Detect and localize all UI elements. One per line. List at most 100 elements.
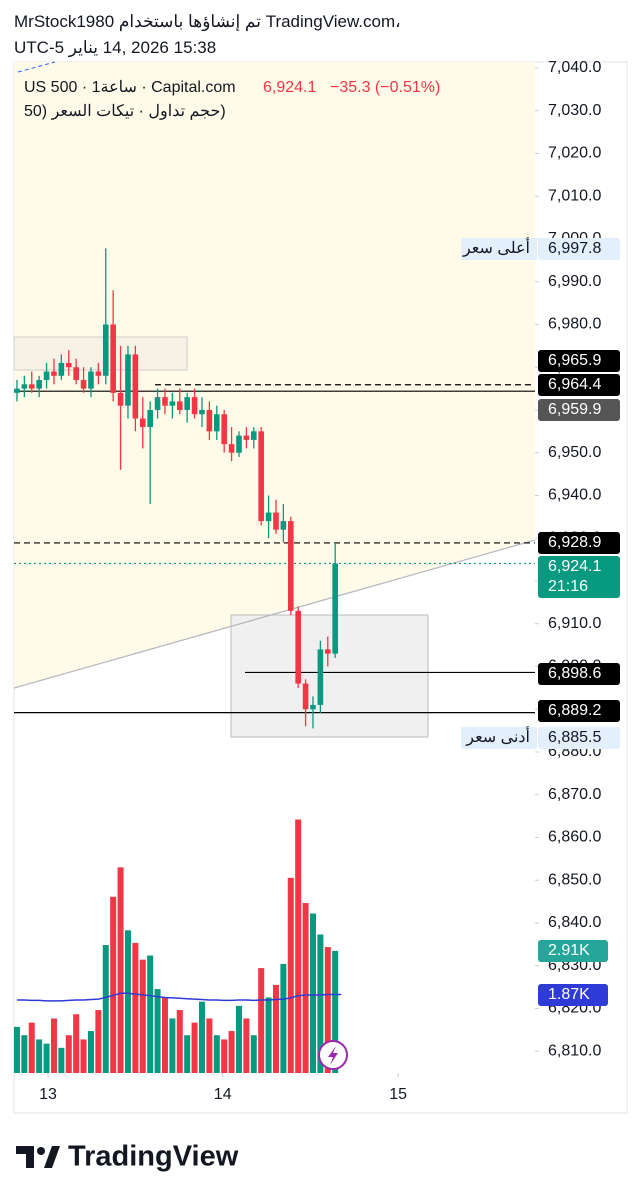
price-label-bg — [538, 399, 620, 421]
price-label: 6,997.8 — [548, 240, 601, 257]
volume-bar — [110, 896, 117, 1073]
volume-bar — [95, 1010, 102, 1073]
note-bg — [461, 238, 537, 260]
candle-body — [206, 409, 213, 432]
price-label-bg — [538, 727, 620, 749]
price-label: 6,928.9 — [548, 534, 601, 551]
candle-body — [169, 401, 176, 406]
trendline — [13, 539, 536, 689]
candle-body — [147, 409, 153, 428]
candle-body — [250, 431, 257, 440]
candle-body — [117, 392, 124, 406]
header-line: 15:38 2026 ,14 يناير UTC-5 — [14, 38, 217, 57]
note-bg — [461, 727, 537, 749]
volume-bar — [184, 1035, 191, 1073]
y-tick-label: 7,040.0 — [548, 59, 601, 76]
price-label: 6,964.4 — [548, 376, 601, 393]
volume-bar — [213, 1035, 220, 1073]
candle-body — [88, 371, 94, 389]
volume-label: 1.87K — [548, 986, 590, 1003]
volume-bar — [65, 1035, 72, 1073]
y-tick-label: 6,850.0 — [548, 871, 601, 888]
volume-bar — [124, 930, 131, 1073]
candle-body — [332, 563, 338, 654]
y-tick-label: 7,020.0 — [548, 145, 601, 162]
volume-bar — [50, 1018, 57, 1073]
volume-bar — [117, 867, 124, 1073]
volume-ma — [16, 992, 342, 1002]
price-label-bg — [538, 350, 620, 372]
price-label-bg — [538, 556, 620, 598]
candle-body — [243, 435, 250, 440]
candle-body — [95, 371, 102, 376]
countdown: 21:16 — [548, 578, 588, 595]
volume-bar — [191, 1022, 198, 1073]
volume-bar — [272, 984, 279, 1073]
candle-body — [199, 409, 205, 415]
price-label: 6,924.1 — [548, 558, 601, 575]
price-label-bg — [538, 238, 620, 260]
candle-body — [80, 380, 87, 389]
candle-body — [317, 649, 324, 705]
candle-body — [14, 388, 20, 393]
y-tick-label: 6,940.0 — [548, 487, 601, 504]
candle-body — [21, 384, 28, 389]
candle-body — [310, 704, 316, 710]
volume-label-bg — [538, 984, 608, 1006]
candle-body — [65, 362, 72, 368]
volume-bar — [317, 934, 324, 1073]
candle-body — [125, 354, 131, 406]
candle-body — [213, 414, 220, 432]
price-label: 6,889.2 — [548, 702, 601, 719]
volume-bar — [58, 1047, 65, 1073]
volume-bar — [309, 913, 316, 1073]
candle-body — [184, 397, 190, 410]
volume-bar — [139, 959, 146, 1073]
volume-bar — [198, 1001, 205, 1073]
price-label: 6,898.6 — [548, 665, 601, 682]
volume-bar — [265, 997, 272, 1073]
candle-body — [176, 401, 183, 410]
symbol: US 500 · 1ساعة · Capital.com — [24, 79, 236, 96]
volume-bar — [87, 1031, 94, 1073]
volume-bar — [169, 1018, 176, 1073]
y-tick-label: 7,010.0 — [548, 187, 601, 204]
candle-body — [73, 367, 79, 381]
volume-bar — [43, 1043, 50, 1073]
price-label: 6,959.9 — [548, 401, 601, 418]
price-label-bg — [538, 532, 620, 554]
lightning-icon — [328, 1046, 338, 1065]
candle-body — [58, 362, 65, 376]
y-tick-label: 6,870.0 — [548, 786, 601, 803]
note: أدنى سعر — [465, 726, 530, 746]
indicator: (حجم تداول · تيكات السعر (50 — [24, 103, 226, 120]
volume-bar — [132, 942, 139, 1073]
y-tick-label: 6,840.0 — [548, 914, 601, 931]
candle-body — [139, 418, 146, 428]
price-label: 6,885.5 — [548, 729, 601, 746]
volume-bar — [21, 1035, 28, 1073]
volume-bar — [102, 945, 109, 1073]
volume-bar — [332, 950, 339, 1073]
candle-body — [28, 384, 35, 389]
price-label-bg — [538, 374, 620, 396]
volume-bar — [161, 997, 168, 1073]
header-line: MrStock1980 تم إنشاؤها باستخدام TradingV… — [14, 12, 401, 31]
volume-bar — [287, 877, 294, 1073]
box — [230, 614, 429, 738]
y-tick-label: 6,910.0 — [548, 615, 601, 632]
candle-body — [287, 521, 294, 611]
candle-body — [280, 521, 287, 530]
candle-body — [36, 380, 42, 389]
logo — [16, 1146, 60, 1168]
volume-bar — [324, 947, 331, 1073]
candle-body — [102, 324, 109, 376]
box — [13, 336, 188, 371]
volume-bar — [80, 1039, 87, 1073]
candle-body — [228, 444, 235, 453]
volume-bar — [28, 1022, 35, 1073]
volume-bar — [147, 955, 154, 1073]
volume-bar — [295, 819, 302, 1073]
candle-body — [302, 683, 309, 710]
